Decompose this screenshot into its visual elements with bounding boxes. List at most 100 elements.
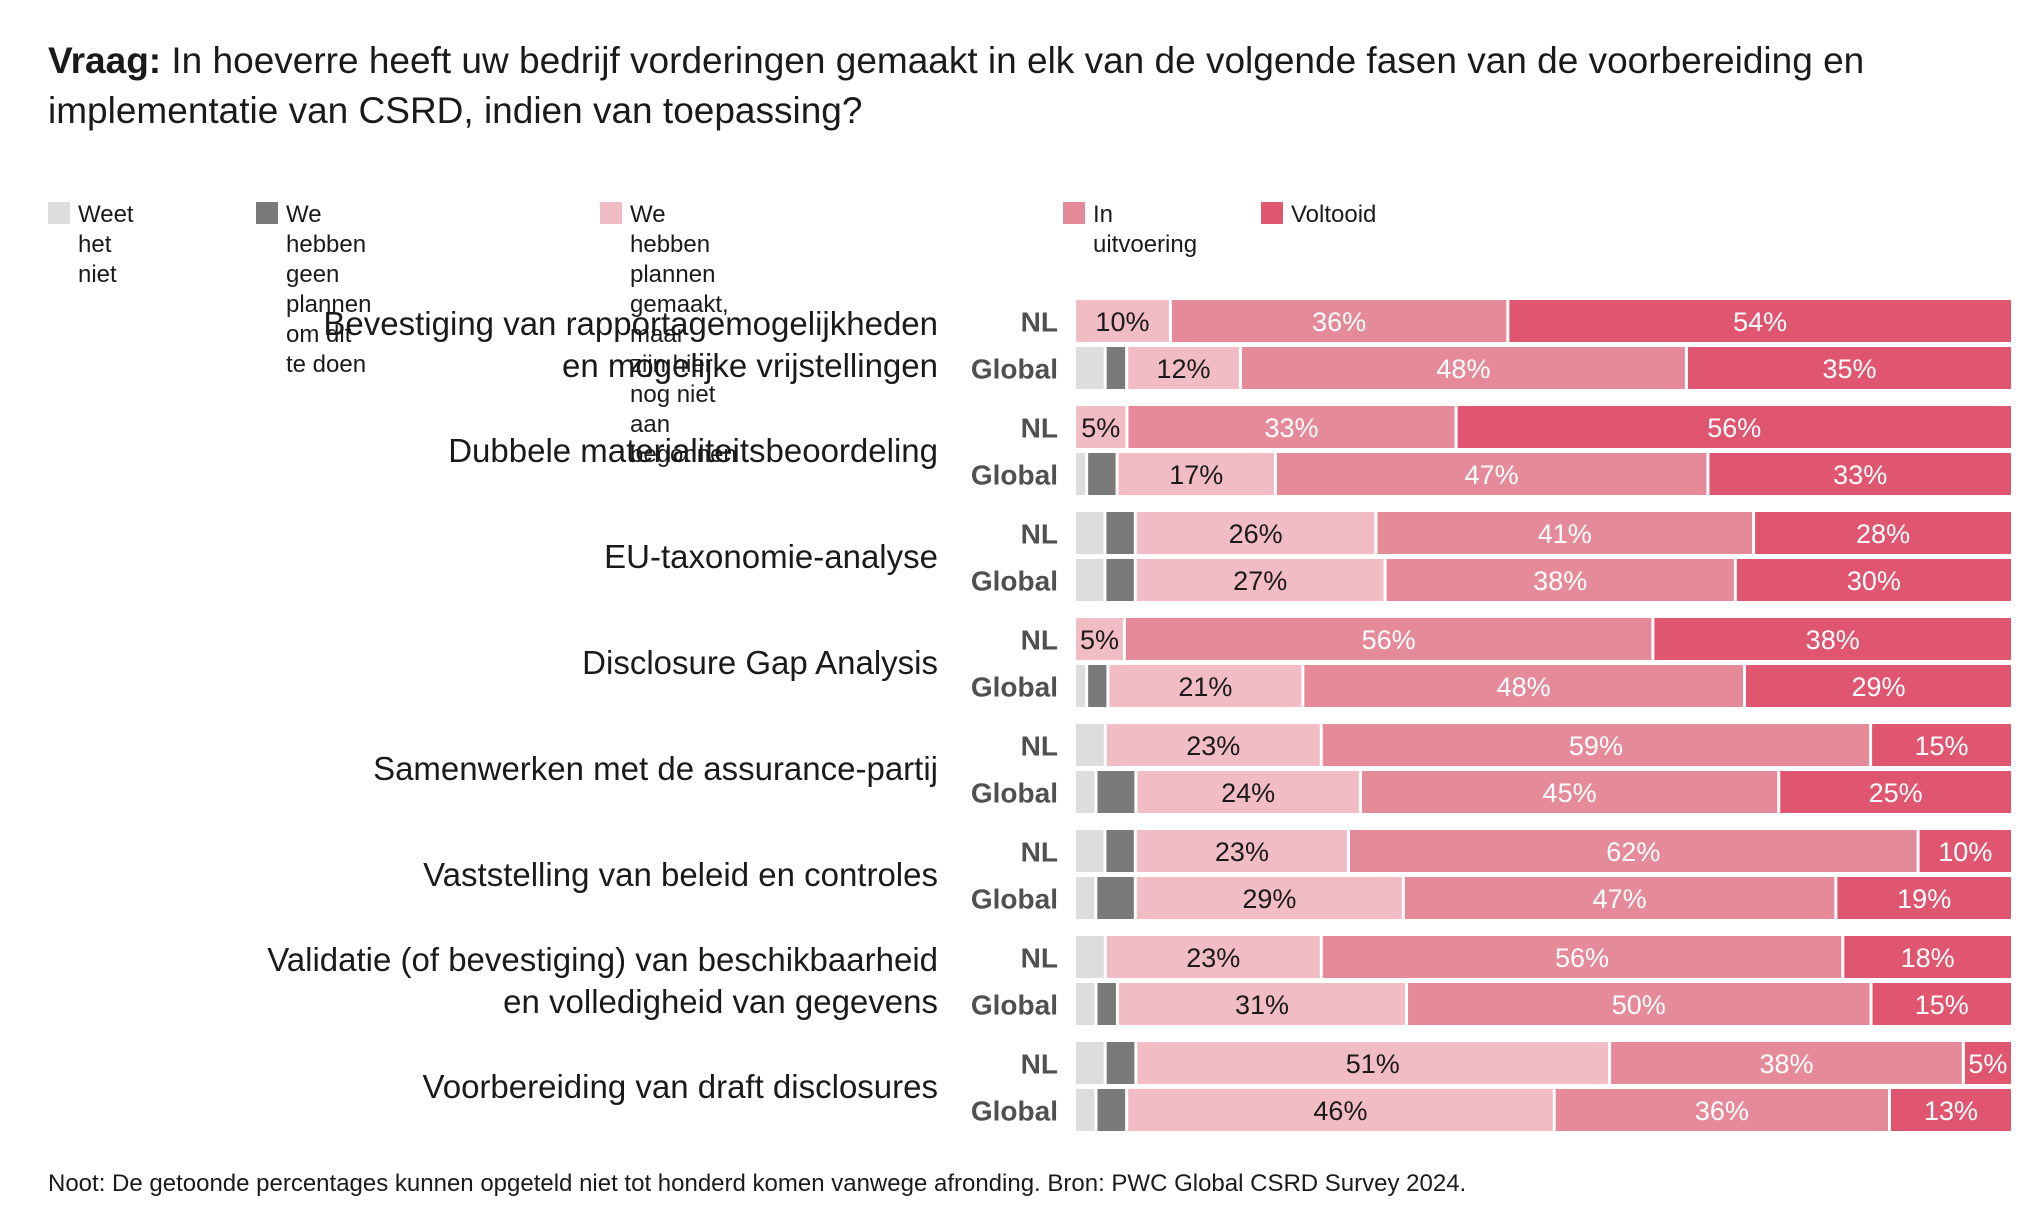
group-label-global: Global — [971, 778, 1058, 809]
bar-segment-unknown — [1076, 453, 1086, 495]
bar-segment-planned — [1136, 877, 1402, 919]
data-label: 46% — [1313, 1096, 1367, 1126]
category-label-4: Disclosure Gap Analysis — [582, 644, 938, 681]
legend-item-voltooid: Voltooid — [1261, 200, 1376, 230]
bar-segment-no-plans — [1097, 771, 1135, 813]
data-label: 19% — [1897, 884, 1951, 914]
bar-segment-completed — [1780, 771, 2011, 813]
bar-segment-planned — [1136, 512, 1375, 554]
bar-segment-completed — [1755, 512, 2011, 554]
bar-segment-unknown — [1076, 877, 1095, 919]
bar-segment-in-progress — [1408, 983, 1870, 1025]
data-label: 5% — [1080, 625, 1119, 655]
footnote: Noot: De getoonde percentages kunnen opg… — [48, 1170, 1467, 1197]
legend-swatch-in-uitvoering — [1063, 202, 1085, 224]
data-label: 17% — [1169, 460, 1223, 490]
group-label-nl: NL — [1021, 413, 1058, 444]
data-label: 47% — [1465, 460, 1519, 490]
data-label: 15% — [1915, 990, 1969, 1020]
legend-swatch-voltooid — [1261, 202, 1283, 224]
data-label: 38% — [1533, 566, 1587, 596]
bar-segment-completed — [1844, 936, 2011, 978]
bar-segment-unknown — [1076, 830, 1104, 872]
bar-segment-planned — [1076, 300, 1169, 342]
data-label: 38% — [1759, 1049, 1813, 1079]
bar-segment-planned — [1106, 724, 1320, 766]
data-label: 26% — [1229, 519, 1283, 549]
bar-segment-planned — [1118, 983, 1406, 1025]
bar-segment-in-progress — [1555, 1089, 1889, 1131]
category-label-7: en volledigheid van gegevens — [503, 983, 938, 1020]
bar-segment-completed — [1457, 406, 2011, 448]
data-label: 41% — [1538, 519, 1592, 549]
group-label-nl: NL — [1021, 837, 1058, 868]
data-label: 5% — [1081, 413, 1120, 443]
data-label: 51% — [1346, 1049, 1400, 1079]
bar-segment-planned — [1118, 453, 1274, 495]
bar-segment-in-progress — [1304, 665, 1743, 707]
title-bold: Vraag: — [48, 40, 162, 81]
data-label: 33% — [1833, 460, 1887, 490]
data-label: 28% — [1856, 519, 1910, 549]
bar-segment-in-progress — [1386, 559, 1734, 601]
group-label-global: Global — [971, 460, 1058, 491]
bar-segment-planned — [1137, 1042, 1609, 1084]
bar-segment-in-progress — [1377, 512, 1753, 554]
bar-segment-unknown — [1076, 665, 1086, 707]
bar-segment-planned — [1136, 830, 1348, 872]
bar-segment-in-progress — [1241, 347, 1685, 389]
data-label: 29% — [1851, 672, 1905, 702]
bar-segment-in-progress — [1322, 936, 1842, 978]
bar-segment-unknown — [1076, 1042, 1104, 1084]
data-label: 38% — [1806, 625, 1860, 655]
bar-segment-in-progress — [1404, 877, 1835, 919]
bar-segment-no-plans — [1088, 665, 1107, 707]
group-label-nl: NL — [1021, 943, 1058, 974]
bar-segment-in-progress — [1171, 300, 1507, 342]
bar-segment-completed — [1736, 559, 2011, 601]
data-label: 13% — [1924, 1096, 1978, 1126]
data-label: 12% — [1157, 354, 1211, 384]
bar-segment-no-plans — [1097, 1089, 1126, 1131]
data-label: 25% — [1869, 778, 1923, 808]
data-label: 47% — [1593, 884, 1647, 914]
legend-item-plannen-gemaakt: We hebben plannen gemaakt, maar zijn hie… — [600, 200, 737, 470]
bar-segment-in-progress — [1361, 771, 1778, 813]
bar-segment-no-plans — [1106, 559, 1134, 601]
legend-item-geen-plannen: We hebben geen plannen om dit te doen — [256, 200, 371, 380]
group-label-global: Global — [971, 990, 1058, 1021]
bar-segment-no-plans — [1097, 983, 1116, 1025]
bar-segment-in-progress — [1276, 453, 1707, 495]
group-label-nl: NL — [1021, 731, 1058, 762]
data-label: 18% — [1901, 943, 1955, 973]
data-label: 48% — [1497, 672, 1551, 702]
legend-item-in-uitvoering: In uitvoering — [1063, 200, 1197, 260]
category-label-3: EU-taxonomie-analyse — [604, 538, 938, 575]
data-label: 59% — [1569, 731, 1623, 761]
bar-segment-unknown — [1076, 512, 1104, 554]
data-label: 33% — [1264, 413, 1318, 443]
data-label: 62% — [1606, 837, 1660, 867]
legend-label-plannen-gemaakt: We hebben plannen gemaakt, maar zijn hie… — [630, 201, 737, 468]
data-label: 21% — [1178, 672, 1232, 702]
category-label-1: en mogelijke vrijstellingen — [562, 347, 938, 384]
bar-segment-no-plans — [1106, 347, 1126, 389]
group-label-nl: NL — [1021, 519, 1058, 550]
legend-label-voltooid: Voltooid — [1291, 201, 1377, 228]
bar-segment-in-progress — [1322, 724, 1870, 766]
data-label: 56% — [1707, 413, 1761, 443]
category-label-6: Vaststelling van beleid en controles — [423, 856, 938, 893]
group-label-nl: NL — [1021, 625, 1058, 656]
legend-swatch-plannen-gemaakt — [600, 202, 622, 224]
legend-label-in-uitvoering: In uitvoering — [1093, 201, 1198, 258]
bar-segment-no-plans — [1088, 453, 1116, 495]
legend-label-weet-het-niet: Weet het niet — [78, 201, 134, 288]
bar-segment-unknown — [1076, 771, 1095, 813]
legend-item-weet-het-niet: Weet het niet — [48, 200, 134, 290]
bar-segment-completed — [1872, 983, 2011, 1025]
legend-label-geen-plannen: We hebben geen plannen om dit te doen — [286, 201, 372, 378]
bar-segment-completed — [1745, 665, 2011, 707]
data-label: 24% — [1221, 778, 1275, 808]
bar-segment-unknown — [1076, 936, 1104, 978]
group-label-nl: NL — [1021, 1049, 1058, 1080]
